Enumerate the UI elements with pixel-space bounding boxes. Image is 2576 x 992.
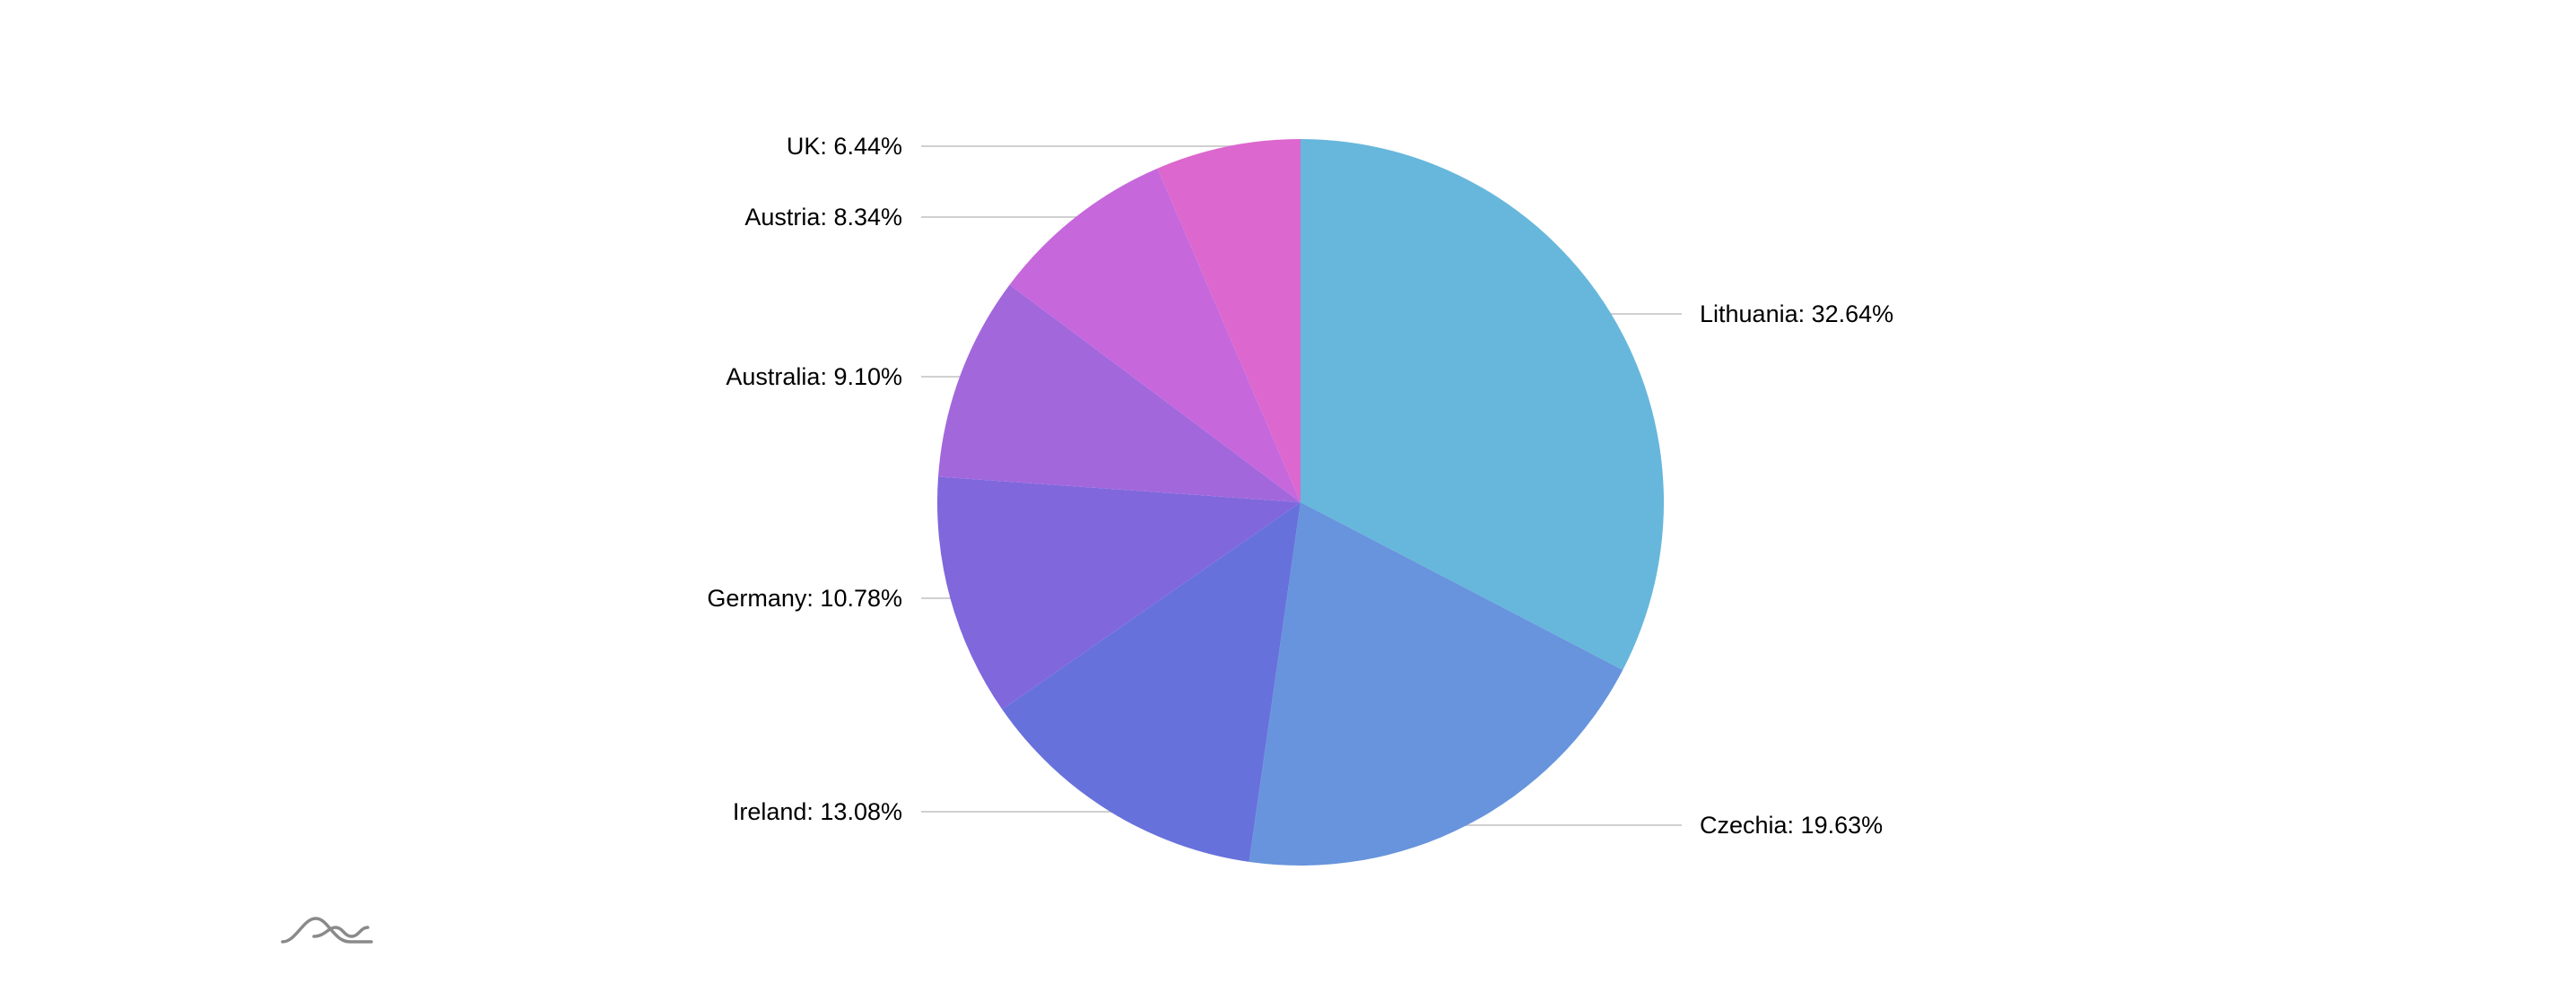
slice-label-germany: Germany: 10.78% xyxy=(707,585,902,612)
slice-label-ireland: Ireland: 13.08% xyxy=(733,798,902,825)
pie-slices xyxy=(937,139,1664,866)
pie-slice-uk[interactable] xyxy=(1157,139,1301,502)
pie-slice-czechia[interactable] xyxy=(1249,502,1623,866)
slice-label-czechia: Czechia: 19.63% xyxy=(1700,812,1883,839)
slice-label-australia: Australia: 9.10% xyxy=(726,363,902,390)
pie-slice-germany[interactable] xyxy=(937,476,1301,709)
slice-labels: Lithuania: 32.64% Czechia: 19.63% Ireland:… xyxy=(707,133,1893,839)
slice-label-uk: UK: 6.44% xyxy=(787,133,902,160)
amcharts-logo-icon[interactable] xyxy=(281,917,373,944)
slice-label-austria: Austria: 8.34% xyxy=(744,204,902,231)
pie-slice-lithuania[interactable] xyxy=(1301,139,1664,670)
pie-slice-ireland[interactable] xyxy=(1002,502,1301,862)
pie-slice-austria[interactable] xyxy=(1009,168,1301,502)
pie-slice-australia[interactable] xyxy=(938,284,1301,502)
slice-label-lithuania: Lithuania: 32.64% xyxy=(1700,300,1893,327)
